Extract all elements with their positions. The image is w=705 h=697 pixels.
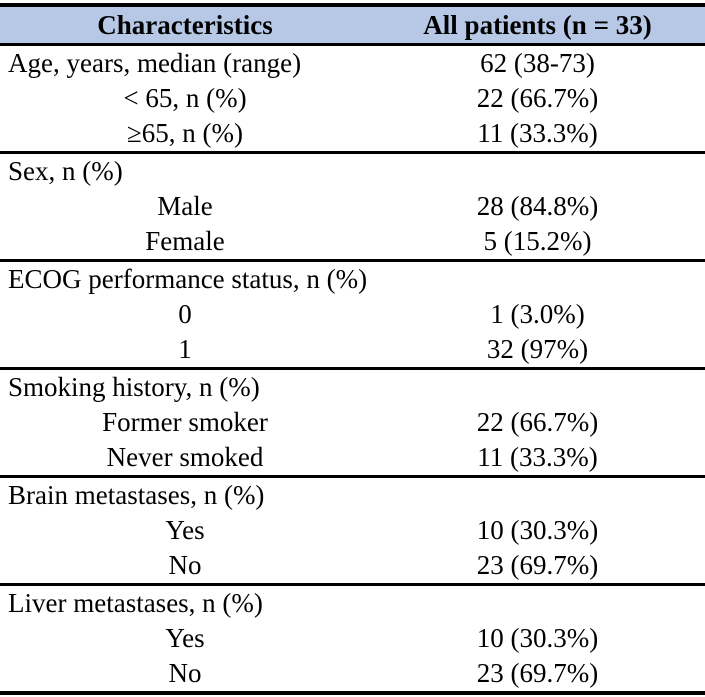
value-cell (370, 261, 705, 298)
characteristic-cell: ECOG performance status, n (%) (8, 264, 368, 294)
patient-characteristics-table: Characteristics All patients (n = 33) Ag… (0, 3, 705, 695)
table-section: ECOG performance status, n (%) 0 1 (3.0%) 1… (0, 260, 705, 369)
characteristic-cell: Former smoker (102, 407, 268, 437)
characteristic-cell: Brain metastases, n (%) (8, 480, 265, 510)
characteristic-cell: 1 (178, 334, 192, 364)
value-cell (370, 153, 705, 190)
table-section: Smoking history, n (%) Former smoker 22 (6… (0, 368, 705, 477)
value-cell: 22 (66.7%) (476, 83, 599, 113)
characteristic-cell: Smoking history, n (%) (8, 372, 260, 402)
value-cell: 23 (69.7%) (476, 550, 599, 580)
table-row: No 23 (69.7%) (0, 548, 705, 585)
characteristic-cell: Yes (165, 515, 205, 545)
characteristic-cell: Male (157, 191, 213, 221)
value-cell: 10 (30.3%) (476, 623, 599, 653)
table-row: < 65, n (%) 22 (66.7%) (0, 81, 705, 116)
value-cell: 5 (15.2%) (483, 226, 592, 256)
characteristic-cell: Liver metastases, n (%) (8, 588, 263, 618)
characteristic-cell: 0 (178, 299, 192, 329)
table-row: ECOG performance status, n (%) (0, 261, 705, 298)
value-cell: 11 (33.3%) (477, 118, 598, 148)
table-row: Liver metastases, n (%) (0, 585, 705, 622)
characteristic-cell: No (168, 550, 202, 580)
value-cell: 22 (66.7%) (476, 407, 599, 437)
table-row: Smoking history, n (%) (0, 369, 705, 406)
column-header-all-patients: All patients (n = 33) (370, 5, 705, 46)
table-row: 0 1 (3.0%) (0, 297, 705, 332)
value-cell: 28 (84.8%) (476, 191, 599, 221)
characteristic-cell: ≥65, n (%) (126, 118, 244, 148)
table-row: Female 5 (15.2%) (0, 224, 705, 261)
characteristic-cell: Yes (165, 623, 205, 653)
column-header-characteristics: Characteristics (0, 5, 370, 46)
characteristic-cell: Female (145, 226, 225, 256)
table-header: Characteristics All patients (n = 33) (0, 5, 705, 46)
value-cell: 11 (33.3%) (477, 442, 598, 472)
table-row: ≥65, n (%) 11 (33.3%) (0, 116, 705, 153)
characteristic-cell: < 65, n (%) (123, 83, 247, 113)
table-section: Sex, n (%) Male 28 (84.8%) Female 5 (15.2%) (0, 152, 705, 261)
characteristic-cell: Sex, n (%) (8, 156, 123, 186)
table-section: Liver metastases, n (%) Yes 10 (30.3%) No 23… (0, 584, 705, 694)
table-row: 1 32 (97%) (0, 332, 705, 369)
characteristic-cell: No (168, 658, 202, 688)
table-row: Sex, n (%) (0, 153, 705, 190)
value-cell (370, 585, 705, 622)
value-cell (370, 369, 705, 406)
value-cell: 1 (3.0%) (490, 299, 585, 329)
table-row: No 23 (69.7%) (0, 656, 705, 693)
value-cell (370, 477, 705, 514)
value-cell: 62 (38-73) (480, 48, 595, 78)
value-cell: 23 (69.7%) (476, 658, 599, 688)
characteristic-cell: Never smoked (106, 442, 264, 472)
value-cell: 32 (97%) (486, 334, 589, 364)
table-section: Age, years, median (range) 62 (38-73) < 65… (0, 44, 705, 153)
table-row: Male 28 (84.8%) (0, 189, 705, 224)
table-row: Yes 10 (30.3%) (0, 621, 705, 656)
table-section: Brain metastases, n (%) Yes 10 (30.3%) No 23… (0, 476, 705, 585)
table-row: Yes 10 (30.3%) (0, 513, 705, 548)
table-row: Brain metastases, n (%) (0, 477, 705, 514)
table-row: Never smoked 11 (33.3%) (0, 440, 705, 477)
characteristic-cell: Age, years, median (range) (8, 48, 302, 78)
value-cell: 10 (30.3%) (476, 515, 599, 545)
table-row: Former smoker 22 (66.7%) (0, 405, 705, 440)
table-row: Age, years, median (range) 62 (38-73) (0, 45, 705, 82)
header-row: Characteristics All patients (n = 33) (0, 5, 705, 46)
